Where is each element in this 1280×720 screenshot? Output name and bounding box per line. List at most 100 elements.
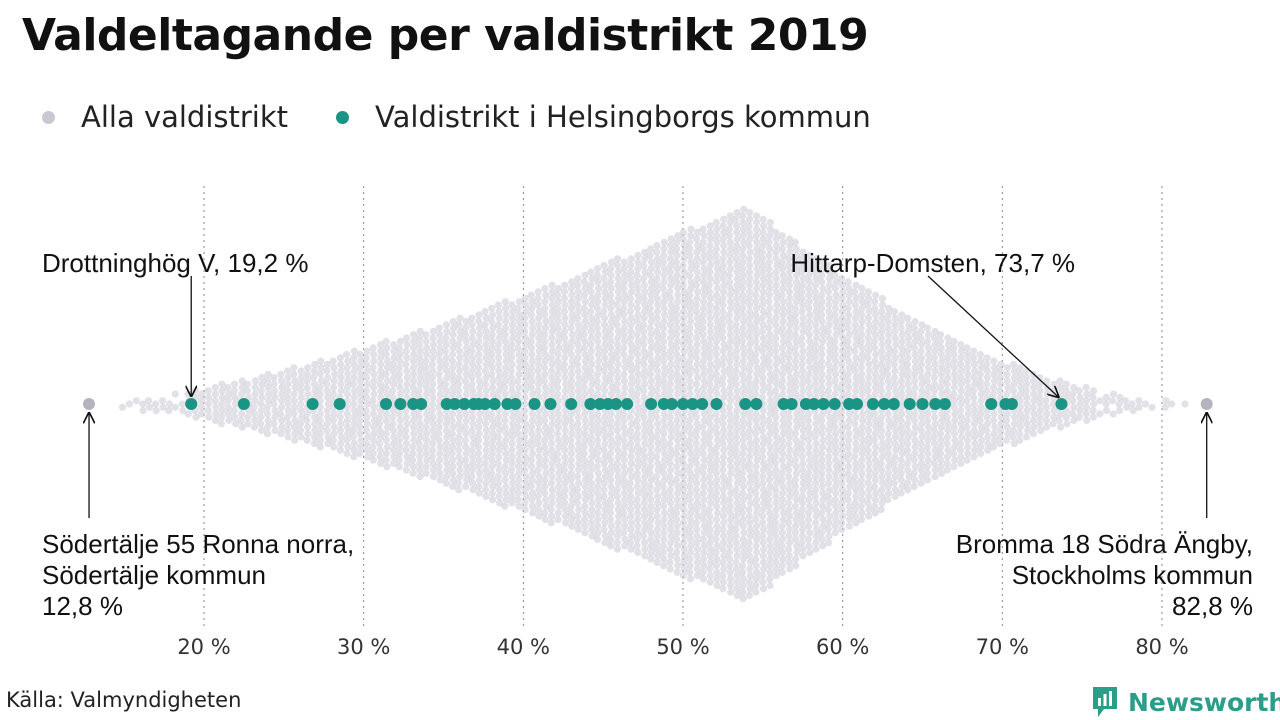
district-point [535,479,543,487]
district-point [831,304,840,312]
district-point [885,357,893,365]
district-point [752,529,761,537]
district-point [753,265,761,273]
district-point [1016,423,1024,431]
district-point [726,218,735,227]
district-point [594,436,602,444]
district-point [872,443,880,451]
district-point [858,370,866,378]
district-point [495,440,503,448]
district-point [752,311,760,319]
district-point [857,364,866,372]
district-point [502,311,510,319]
district-point [607,436,616,444]
district-point [501,476,509,484]
district-point [633,397,642,405]
district-point [455,360,463,368]
district-point [878,479,887,487]
district-point [634,324,642,332]
district-point [844,463,853,471]
district-point [792,317,800,326]
district-point [542,423,550,431]
district-point [753,271,761,279]
district-point [647,476,655,484]
district-point [798,281,806,289]
district-point [805,291,813,299]
district-point [726,502,734,510]
x-tick-label: 40 % [497,635,550,659]
district-point [594,469,603,477]
district-point [403,453,411,461]
district-point [647,377,655,385]
district-point [858,383,866,392]
district-point [963,344,971,352]
district-point [852,413,860,421]
district-point [324,413,332,421]
district-point [699,324,707,332]
district-point [779,390,787,398]
district-point [581,496,590,504]
district-point [877,426,886,434]
district-point [640,407,648,415]
district-point [766,449,774,458]
district-point [588,446,596,454]
district-point [581,509,589,517]
district-point [687,449,695,458]
district-point [443,466,451,474]
district-point [481,459,489,467]
district-point [720,248,728,256]
district-point [706,565,714,573]
district-point [759,334,767,342]
district-point [970,426,979,434]
district-point [1030,410,1038,418]
district-point [667,525,675,534]
district-point [785,453,793,461]
district-point [864,288,873,296]
district-point [521,407,529,415]
district-point [270,400,278,408]
district-point [693,532,701,540]
district-point [627,327,635,335]
district-point [779,311,787,319]
district-point [522,492,530,500]
district-point [356,416,364,425]
district-point [673,548,681,557]
district-point [996,387,1004,395]
district-point [930,426,939,434]
district-point [845,430,853,438]
district-point [613,354,621,362]
district-point [746,446,754,454]
district-point [363,453,372,461]
district-point [831,350,840,359]
district-point [514,423,522,431]
district-point [680,492,688,500]
district-point [786,387,794,395]
district-point [766,331,774,339]
district-point [700,456,708,464]
district-point [370,430,378,438]
district-point [897,489,905,497]
district-point [819,265,827,273]
district-point [712,370,720,378]
district-point [924,410,932,418]
district-point [758,572,767,580]
district-point [680,426,688,434]
district-point [898,357,906,365]
district-point [720,288,728,296]
district-point [654,519,662,527]
district-point [798,525,807,534]
district-point [633,535,641,543]
district-point [739,489,747,497]
district-point [852,426,860,434]
district-point [554,456,562,464]
district-point [442,479,450,487]
district-point [738,509,747,517]
district-point [304,364,312,372]
district-point [449,410,457,418]
district-point [508,492,516,500]
district-point [461,331,470,339]
district-point [943,466,952,474]
district-point [554,291,562,299]
district-point [416,453,424,461]
district-point [752,410,760,418]
